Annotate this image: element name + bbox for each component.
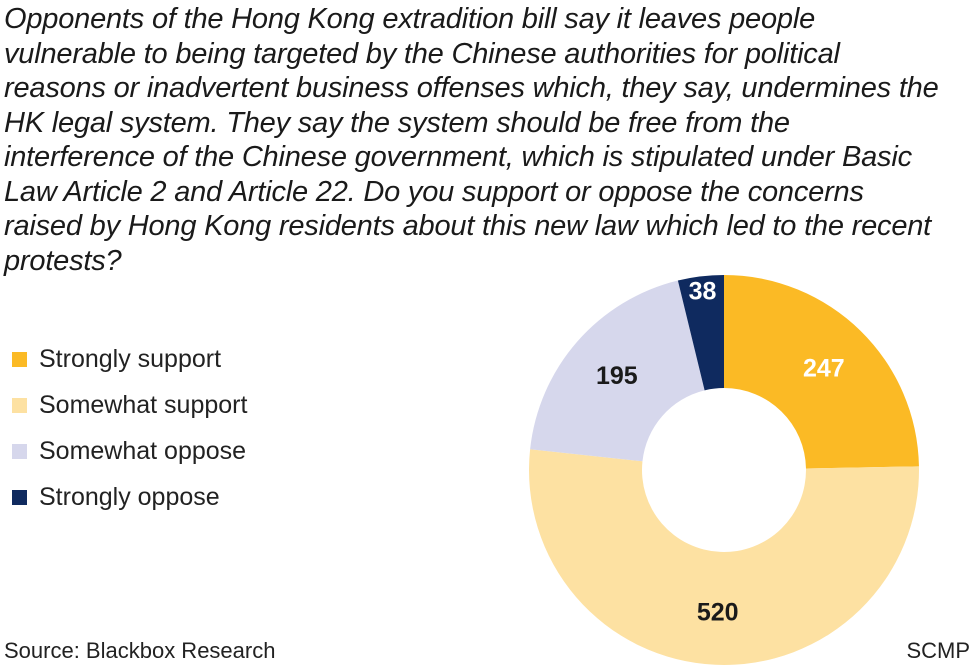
legend-item: Strongly support xyxy=(12,336,247,382)
legend-item: Somewhat oppose xyxy=(12,428,247,474)
legend: Strongly support Somewhat support Somewhat… xyxy=(12,336,247,520)
legend-label: Strongly support xyxy=(39,344,222,373)
legend-swatch xyxy=(12,489,27,505)
donut-slice xyxy=(724,275,919,469)
legend-label: Strongly oppose xyxy=(39,482,220,511)
legend-swatch xyxy=(12,397,27,413)
donut-slice xyxy=(530,280,705,462)
donut-slice xyxy=(529,449,919,666)
slice-value-label: 520 xyxy=(697,598,739,626)
slice-value-label: 247 xyxy=(803,354,845,382)
legend-swatch xyxy=(12,443,27,459)
legend-item: Strongly oppose xyxy=(12,474,247,520)
credit-note: SCMP xyxy=(906,638,970,663)
chart-title: Opponents of the Hong Kong extradition b… xyxy=(4,3,939,277)
donut-slice xyxy=(677,275,724,391)
legend-label: Somewhat oppose xyxy=(39,436,247,465)
legend-label: Somewhat support xyxy=(39,390,248,419)
slice-value-label: 38 xyxy=(689,277,717,305)
slice-value-label: 195 xyxy=(596,362,638,390)
source-note: Source: Blackbox Research xyxy=(4,638,276,663)
legend-item: Somewhat support xyxy=(12,382,247,428)
legend-swatch xyxy=(12,351,27,367)
